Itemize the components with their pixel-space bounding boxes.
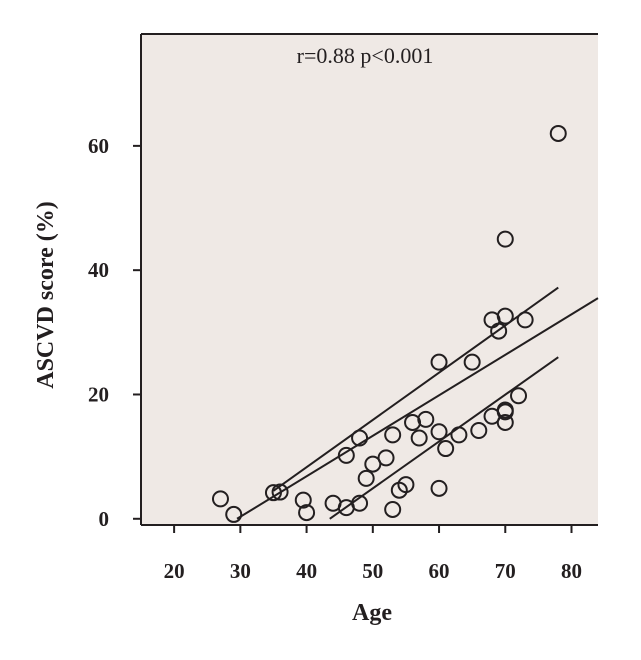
data-point	[430, 353, 448, 371]
data-point	[516, 311, 534, 329]
data-point	[430, 479, 448, 497]
data-point	[437, 440, 455, 458]
data-point	[384, 426, 402, 444]
data-point	[470, 422, 488, 440]
data-point	[211, 490, 229, 508]
data-point	[549, 124, 567, 142]
data-point	[351, 429, 369, 447]
x-tick-label: 80	[561, 559, 582, 583]
data-point	[384, 500, 402, 518]
data-point	[410, 429, 428, 447]
x-tick-label: 70	[495, 559, 516, 583]
data-points	[211, 124, 567, 523]
x-axis-ticks: 20 30 40 50 60 70 80	[164, 525, 582, 583]
correlation-annotation: r=0.88 p<0.001	[297, 43, 434, 68]
data-point	[496, 413, 514, 431]
plot-area	[141, 34, 598, 525]
y-axis-title: ASCVD score (%)	[33, 201, 59, 389]
data-point	[450, 426, 468, 444]
data-point	[463, 353, 481, 371]
x-tick-label: 60	[429, 559, 450, 583]
data-point	[264, 484, 282, 502]
data-point	[298, 504, 316, 522]
data-point	[337, 446, 355, 464]
y-tick-label: 60	[88, 134, 109, 158]
x-tick-label: 50	[362, 559, 383, 583]
data-point	[510, 387, 528, 405]
data-point	[357, 469, 375, 487]
fit-line-0	[236, 297, 599, 520]
x-tick-label: 40	[296, 559, 317, 583]
data-point	[351, 494, 369, 512]
data-point	[496, 230, 514, 248]
x-axis-title: Age	[352, 600, 392, 626]
data-point	[417, 410, 435, 428]
y-tick-label: 0	[99, 507, 110, 531]
data-point	[225, 505, 243, 523]
data-point	[496, 403, 514, 421]
data-point	[294, 491, 312, 509]
data-point	[490, 322, 508, 340]
y-tick-label: 40	[88, 258, 109, 282]
data-point	[397, 476, 415, 494]
x-tick-label: 20	[164, 559, 185, 583]
x-tick-label: 30	[230, 559, 251, 583]
data-point	[430, 423, 448, 441]
data-point	[271, 483, 289, 501]
data-point	[377, 449, 395, 467]
data-point	[496, 307, 514, 325]
y-tick-label: 20	[88, 382, 109, 406]
y-axis-ticks: 0 20 40 60	[88, 134, 141, 531]
